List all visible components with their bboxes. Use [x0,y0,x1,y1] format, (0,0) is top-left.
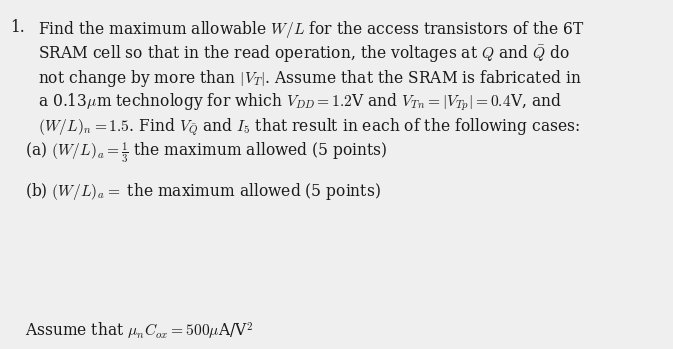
Text: not change by more than $|V_T|$. Assume that the SRAM is fabricated in: not change by more than $|V_T|$. Assume … [38,68,581,89]
Text: a 0.13$\mu$m technology for which $V_{DD} = 1.2$V and $V_{Tn} = |V_{Tp}| = 0.4$V: a 0.13$\mu$m technology for which $V_{DD… [38,92,562,113]
Text: Find the maximum allowable $W/L$ for the access transistors of the 6T: Find the maximum allowable $W/L$ for the… [38,19,585,40]
Text: (b) $(W/L)_a =$ the maximum allowed (5 points): (b) $(W/L)_a =$ the maximum allowed (5 p… [25,181,381,202]
Text: $(W/L)_n = 1.5$. Find $V_{\bar{Q}}$ and $I_5$ that result in each of the followi: $(W/L)_n = 1.5$. Find $V_{\bar{Q}}$ and … [38,116,580,138]
Text: SRAM cell so that in the read operation, the voltages at $Q$ and $\bar{Q}$ do: SRAM cell so that in the read operation,… [38,43,570,65]
Text: (a) $(W/L)_a = \frac{1}{3}$ the maximum allowed (5 points): (a) $(W/L)_a = \frac{1}{3}$ the maximum … [25,140,388,165]
Text: Assume that $\mu_n C_{ox} = 500\mu$A/V$^2$: Assume that $\mu_n C_{ox} = 500\mu$A/V$^… [25,321,254,342]
Text: 1.: 1. [10,19,25,36]
